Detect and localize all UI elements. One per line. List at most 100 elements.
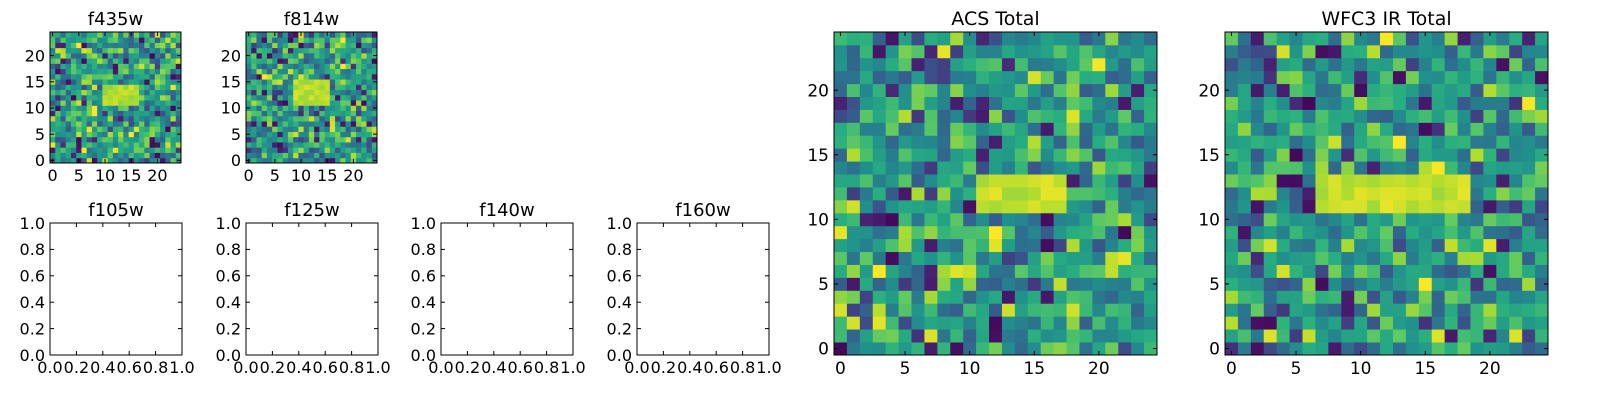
heatmap-cell xyxy=(340,37,346,43)
heatmap-cell xyxy=(1431,329,1446,343)
heatmap-cell xyxy=(1367,290,1381,304)
heatmap-cell xyxy=(70,147,77,153)
heatmap-cell xyxy=(1405,135,1420,149)
heatmap-cell xyxy=(361,52,367,59)
heatmap-cell xyxy=(170,152,177,159)
heatmap-cell xyxy=(1457,161,1471,175)
heatmap-cell xyxy=(1535,199,1549,214)
heatmap-cell xyxy=(924,135,938,149)
heatmap-cell xyxy=(872,44,887,59)
heatmap-cell xyxy=(350,58,357,64)
heatmap-cell xyxy=(345,79,352,85)
heatmap-cell xyxy=(1079,96,1093,110)
panel-title: f814w xyxy=(284,9,339,30)
heatmap-cell xyxy=(1341,96,1355,110)
heatmap-cell xyxy=(1354,251,1368,265)
heatmap-cell xyxy=(1302,212,1316,227)
heatmap-cell xyxy=(859,199,874,214)
heatmap-cell xyxy=(1535,251,1549,265)
heatmap-cell xyxy=(81,32,88,38)
heatmap-cell xyxy=(91,105,98,111)
heatmap-cell xyxy=(154,115,161,122)
heatmap-cell xyxy=(91,157,98,164)
heatmap-cell xyxy=(350,68,357,75)
heatmap-cell xyxy=(1263,277,1278,291)
heatmap-cell xyxy=(60,126,67,132)
heatmap-cell xyxy=(1053,199,1067,214)
heatmap-cell xyxy=(303,42,310,49)
heatmap-cell xyxy=(60,94,67,101)
heatmap-cell xyxy=(872,225,887,240)
heatmap-cell xyxy=(872,316,887,330)
heatmap-cell xyxy=(1354,290,1368,304)
heatmap-cell xyxy=(1225,212,1239,227)
heatmap-cell xyxy=(1328,251,1342,265)
heatmap-cell xyxy=(97,84,103,91)
heatmap-cell xyxy=(50,42,56,49)
heatmap-cell xyxy=(1431,225,1446,240)
heatmap-cell xyxy=(911,225,925,240)
heatmap-cell xyxy=(154,136,161,143)
y-tick-label: 1.0 xyxy=(216,214,241,233)
heatmap-cell xyxy=(329,58,336,64)
heatmap-cell xyxy=(1131,174,1145,188)
heatmap-cell xyxy=(86,157,93,164)
heatmap-cell xyxy=(1496,148,1510,162)
heatmap-cell xyxy=(97,63,103,70)
heatmap-cell xyxy=(144,105,150,111)
heatmap-cell xyxy=(65,136,72,143)
heatmap-cell xyxy=(314,115,320,122)
heatmap-cell xyxy=(261,152,268,159)
heatmap-cell xyxy=(976,316,990,330)
heatmap-cell xyxy=(335,47,341,54)
heatmap-cell xyxy=(102,142,109,148)
heatmap-cell xyxy=(81,105,88,111)
heatmap-cell xyxy=(60,79,67,85)
heatmap-cell xyxy=(86,110,93,117)
heatmap-cell xyxy=(1457,44,1471,59)
heatmap-cell xyxy=(277,152,284,159)
heatmap-cell xyxy=(1263,264,1278,278)
heatmap-cell xyxy=(371,63,378,70)
heatmap-cell xyxy=(303,84,310,91)
heatmap-cell xyxy=(1380,329,1394,343)
heatmap-cell xyxy=(340,63,346,70)
axes-frame xyxy=(1224,31,1549,356)
heatmap-cell xyxy=(170,147,177,153)
heatmap-cell xyxy=(924,316,938,330)
heatmap-cell xyxy=(303,147,310,153)
heatmap-cell xyxy=(1053,225,1067,240)
heatmap-cell xyxy=(91,73,98,80)
heatmap-cell xyxy=(1483,290,1497,304)
heatmap-cell xyxy=(1315,342,1329,356)
heatmap-cell xyxy=(1470,32,1484,46)
heatmap-cell xyxy=(1225,238,1239,253)
heatmap-cell xyxy=(1392,277,1407,291)
heatmap-cell xyxy=(1496,57,1510,72)
heatmap-cell xyxy=(1367,148,1381,162)
heatmap-cell xyxy=(371,84,378,91)
heatmap-cell xyxy=(102,42,109,49)
heatmap-cell xyxy=(319,110,325,117)
heatmap-cell xyxy=(1392,135,1407,149)
heatmap-cell xyxy=(97,94,103,101)
heatmap-cell xyxy=(76,42,82,49)
heatmap-cell xyxy=(1367,264,1381,278)
heatmap-cell xyxy=(356,52,362,59)
heatmap-cell xyxy=(1328,57,1342,72)
heatmap-cell xyxy=(885,225,899,240)
heatmap-cell xyxy=(55,89,61,96)
heatmap-cell xyxy=(1053,238,1067,253)
heatmap-cell xyxy=(70,79,77,85)
heatmap-cell xyxy=(246,147,252,153)
heatmap-cell xyxy=(97,157,103,164)
heatmap-cell xyxy=(287,32,294,38)
heatmap-cell xyxy=(298,121,305,127)
heatmap-cell xyxy=(1405,148,1420,162)
heatmap-cell xyxy=(112,136,119,143)
heatmap-cell xyxy=(937,251,951,265)
heatmap-cell xyxy=(937,342,951,356)
heatmap-cell xyxy=(1483,44,1497,59)
heatmap-cell xyxy=(1105,70,1119,85)
heatmap-cell xyxy=(298,110,305,117)
